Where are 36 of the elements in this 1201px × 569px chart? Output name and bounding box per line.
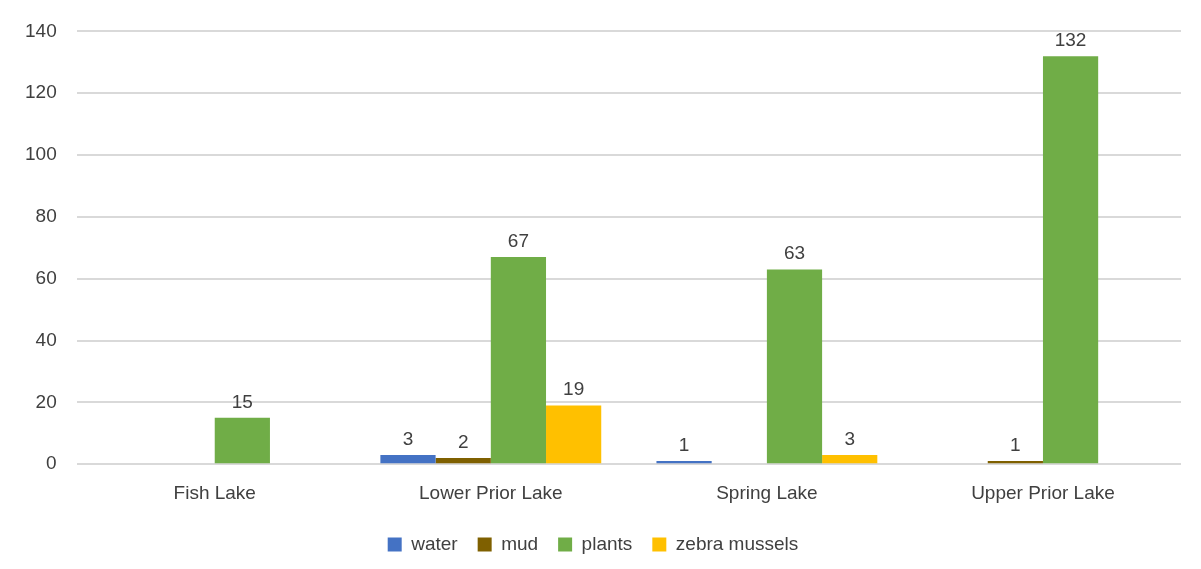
y-tick-label: 80 bbox=[35, 205, 57, 227]
data-label: 2 bbox=[457, 430, 469, 452]
data-label: 3 bbox=[844, 427, 855, 449]
y-tick-label: 40 bbox=[35, 328, 57, 350]
y-tick-label: 140 bbox=[25, 19, 57, 41]
bar bbox=[987, 461, 1043, 464]
x-tick-label: Lower Prior Lake bbox=[419, 481, 563, 503]
bar bbox=[380, 454, 436, 464]
y-tick-label: 60 bbox=[35, 266, 57, 288]
x-tick-label: Upper Prior Lake bbox=[971, 481, 1115, 503]
bar bbox=[1042, 56, 1099, 464]
data-label: 132 bbox=[1054, 28, 1087, 50]
bar bbox=[546, 405, 602, 464]
bar bbox=[490, 257, 547, 464]
data-label: 19 bbox=[563, 378, 585, 400]
bar bbox=[822, 454, 878, 464]
legend-label: water bbox=[410, 532, 459, 554]
y-tick-label: 120 bbox=[25, 81, 57, 103]
data-label: 63 bbox=[783, 242, 806, 264]
data-label: 1 bbox=[1010, 433, 1021, 455]
y-tick-label: 20 bbox=[35, 390, 57, 412]
x-tick-label: Fish Lake bbox=[173, 481, 256, 503]
bar bbox=[656, 461, 712, 464]
bar bbox=[214, 417, 270, 464]
y-tick-label: 0 bbox=[46, 452, 57, 474]
x-tick-label: Spring Lake bbox=[716, 481, 818, 503]
data-label: 67 bbox=[507, 229, 529, 251]
bar bbox=[435, 458, 491, 464]
data-label: 1 bbox=[678, 433, 690, 455]
legend-label: zebra mussels bbox=[675, 532, 799, 554]
data-label: 3 bbox=[402, 427, 414, 449]
bar bbox=[766, 269, 823, 464]
legend-label: mud bbox=[501, 532, 539, 554]
y-tick-label: 100 bbox=[25, 143, 57, 165]
data-label: 15 bbox=[231, 390, 253, 412]
legend-label: plants bbox=[581, 532, 633, 554]
